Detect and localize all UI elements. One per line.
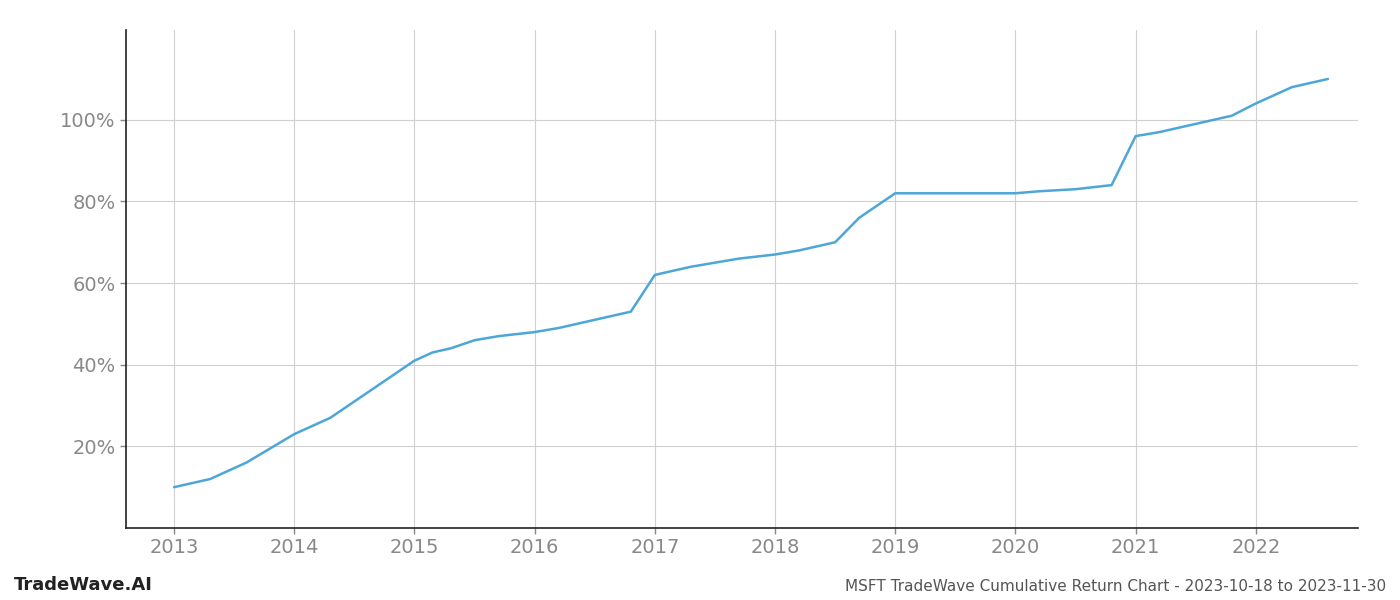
Text: MSFT TradeWave Cumulative Return Chart - 2023-10-18 to 2023-11-30: MSFT TradeWave Cumulative Return Chart -… [844,579,1386,594]
Text: TradeWave.AI: TradeWave.AI [14,576,153,594]
